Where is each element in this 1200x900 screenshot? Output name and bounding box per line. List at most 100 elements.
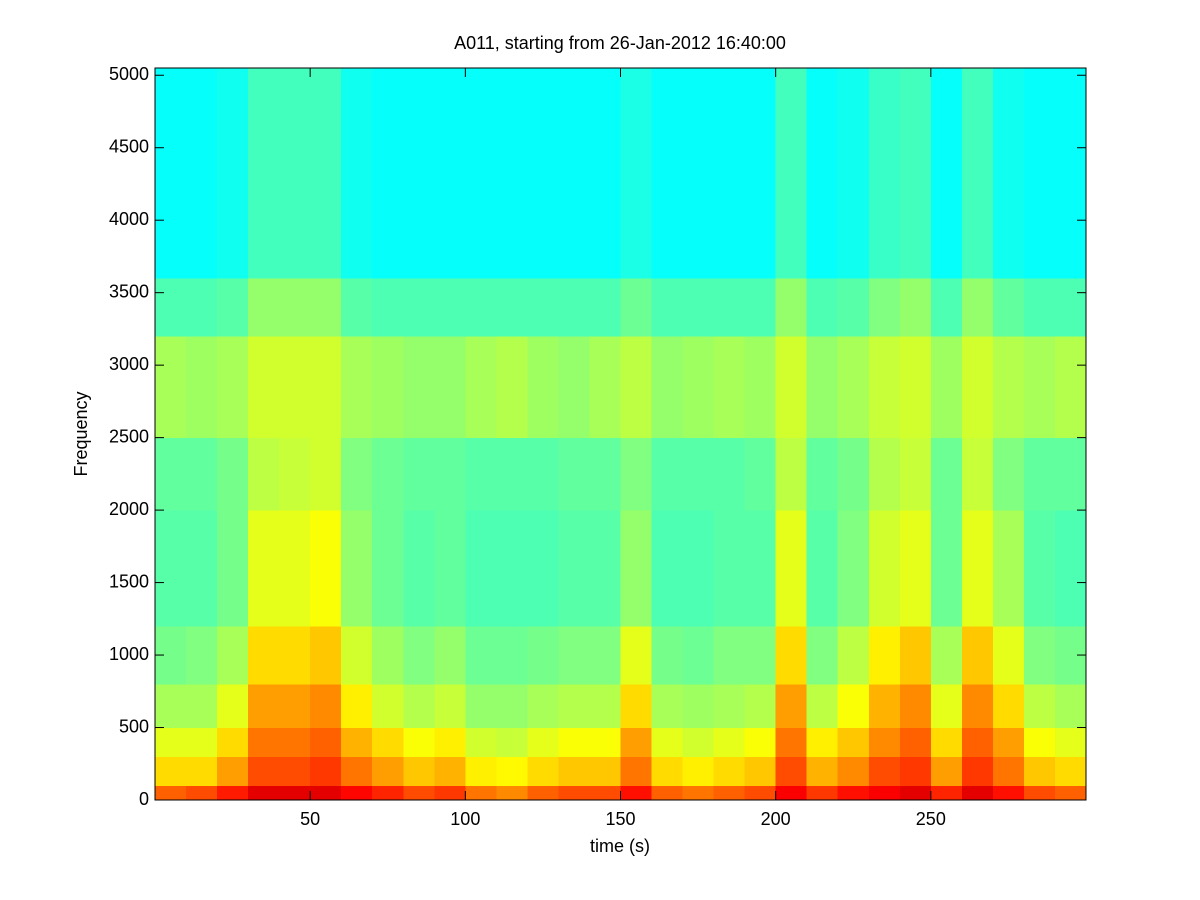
heatmap-cell [217, 278, 249, 337]
heatmap-cell [713, 68, 746, 279]
heatmap-cell [651, 278, 684, 337]
heatmap-cell [930, 756, 963, 787]
heatmap-cell [310, 68, 342, 279]
heatmap-cell [992, 684, 1025, 729]
heatmap-cell [155, 684, 187, 729]
heatmap-cell [899, 336, 932, 439]
heatmap-cell [837, 626, 870, 685]
heatmap-cell [465, 727, 497, 758]
axes: 50 100 150 200 25005001000150020002500300035… [109, 64, 1087, 829]
heatmap-cell [961, 727, 994, 758]
heatmap-cell [558, 278, 590, 337]
heatmap-cell [155, 727, 187, 758]
heatmap-cell [744, 684, 777, 729]
heatmap-cell [496, 727, 528, 758]
heatmap-cell [806, 684, 839, 729]
x-tick-label: 200 [761, 809, 791, 829]
heatmap-cell [620, 437, 653, 511]
heatmap-cell [775, 684, 808, 729]
heatmap-cell [527, 68, 559, 279]
y-tick-label: 500 [119, 716, 149, 736]
heatmap-cell [279, 756, 311, 787]
heatmap-cell [434, 437, 466, 511]
heatmap-cell [992, 437, 1025, 511]
heatmap-cell [961, 684, 994, 729]
heatmap-cell [372, 68, 404, 279]
heatmap-cell [868, 510, 901, 627]
heatmap-cell [341, 278, 373, 337]
heatmap-cell [589, 510, 621, 627]
heatmap-cell [1023, 684, 1056, 729]
heatmap-cell [930, 785, 963, 801]
heatmap-cell [558, 510, 590, 627]
heatmap-cell [1054, 437, 1087, 511]
heatmap-cell [465, 278, 497, 337]
heatmap-cell [248, 68, 280, 279]
heatmap-cell [837, 510, 870, 627]
heatmap-cell [899, 684, 932, 729]
y-tick-label: 5000 [109, 64, 149, 84]
heatmap-cell [341, 727, 373, 758]
heatmap-cell [434, 278, 466, 337]
y-tick-label: 3000 [109, 354, 149, 374]
heatmap-cell [682, 626, 715, 685]
heatmap-cell [868, 626, 901, 685]
heatmap-cell [558, 727, 590, 758]
heatmap-cell [279, 626, 311, 685]
heatmap-cell [775, 510, 808, 627]
heatmap [155, 68, 1087, 801]
heatmap-cell [403, 684, 435, 729]
heatmap-cell [1054, 727, 1087, 758]
heatmap-cell [868, 684, 901, 729]
heatmap-cell [372, 278, 404, 337]
heatmap-cell [961, 785, 994, 801]
heatmap-cell [341, 785, 373, 801]
heatmap-cell [558, 785, 590, 801]
heatmap-cell [310, 278, 342, 337]
heatmap-cell [310, 756, 342, 787]
y-tick-label: 1500 [109, 571, 149, 591]
heatmap-cell [155, 785, 187, 801]
heatmap-cell [465, 756, 497, 787]
heatmap-cell [372, 437, 404, 511]
heatmap-cell [527, 756, 559, 787]
heatmap-cell [155, 510, 187, 627]
heatmap-cell [248, 278, 280, 337]
heatmap-cell [217, 68, 249, 279]
heatmap-cell [465, 437, 497, 511]
heatmap-cell [186, 68, 218, 279]
heatmap-cell [589, 68, 621, 279]
heatmap-cell [713, 510, 746, 627]
heatmap-cell [899, 68, 932, 279]
heatmap-cell [620, 785, 653, 801]
heatmap-cell [372, 510, 404, 627]
heatmap-cell [961, 756, 994, 787]
heatmap-cell [899, 756, 932, 787]
heatmap-cell [899, 785, 932, 801]
heatmap-cell [899, 278, 932, 337]
heatmap-cell [651, 336, 684, 439]
heatmap-cell [682, 278, 715, 337]
heatmap-cell [465, 684, 497, 729]
heatmap-cell [217, 437, 249, 511]
heatmap-cell [744, 785, 777, 801]
chart-title: A011, starting from 26-Jan-2012 16:40:00 [454, 33, 786, 53]
heatmap-cell [682, 785, 715, 801]
heatmap-cell [1054, 785, 1087, 801]
heatmap-cell [341, 68, 373, 279]
heatmap-cell [558, 626, 590, 685]
heatmap-cell [527, 437, 559, 511]
heatmap-cell [713, 336, 746, 439]
heatmap-cell [186, 510, 218, 627]
heatmap-cell [713, 278, 746, 337]
heatmap-cell [744, 756, 777, 787]
heatmap-cell [248, 626, 280, 685]
heatmap-cell [403, 785, 435, 801]
heatmap-cell [930, 437, 963, 511]
heatmap-cell [930, 684, 963, 729]
heatmap-cell [372, 626, 404, 685]
heatmap-cell [713, 437, 746, 511]
heatmap-cell [1023, 756, 1056, 787]
heatmap-cell [713, 785, 746, 801]
heatmap-cell [279, 68, 311, 279]
